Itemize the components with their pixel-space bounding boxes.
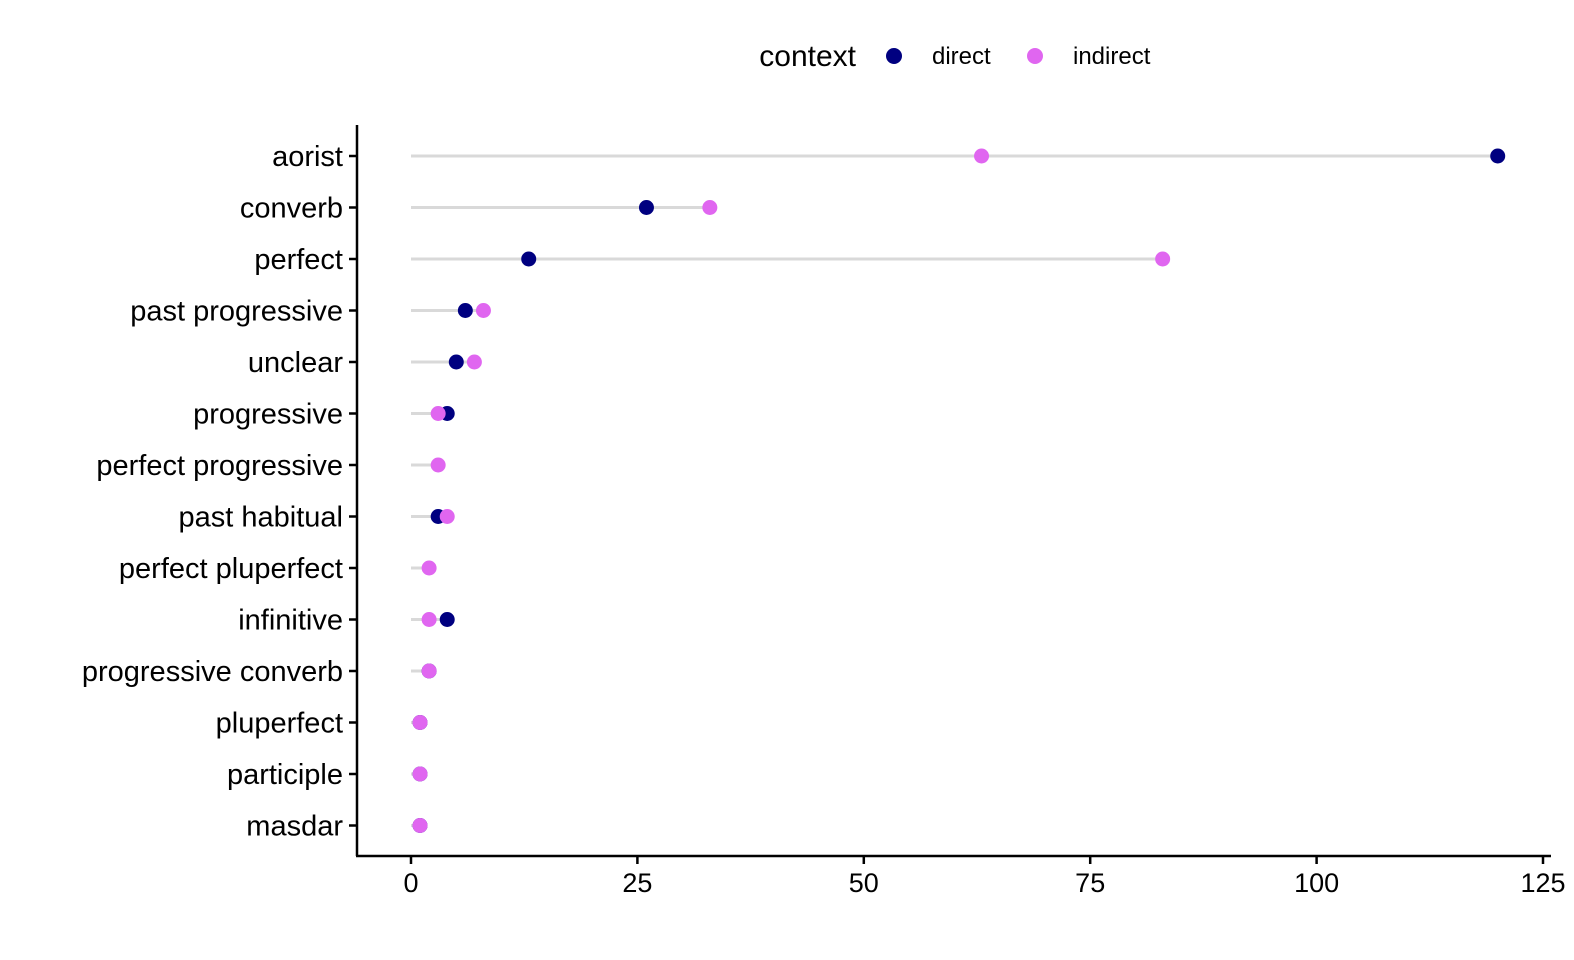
- y-tick-label: past progressive: [130, 296, 343, 328]
- point-indirect-pluperfect: [412, 715, 428, 730]
- point-indirect-perfect-pluperfect: [421, 560, 437, 576]
- y-tick-label: perfect pluperfect: [119, 553, 343, 585]
- x-tick-label: 25: [622, 868, 652, 898]
- y-tick-label: converb: [240, 193, 343, 225]
- y-tick-label: past habitual: [179, 502, 343, 534]
- x-tick-label: 125: [1520, 868, 1565, 898]
- point-indirect-infinitive: [421, 612, 437, 627]
- legend-label-indirect: indirect: [1073, 43, 1151, 70]
- y-tick-label: aorist: [272, 141, 343, 173]
- y-tick-label: infinitive: [238, 605, 343, 637]
- x-tick-label: 75: [1075, 868, 1105, 898]
- legend-swatch-indirect: [1027, 48, 1043, 64]
- point-indirect-participle: [412, 766, 428, 782]
- legend-label-direct: direct: [932, 43, 991, 70]
- y-axis-ticks: aorist converb perfect past progressive uncl…: [82, 141, 357, 843]
- point-indirect-converb: [702, 200, 718, 215]
- point-indirect-past-progressive: [475, 303, 491, 318]
- point-indirect-progressive-converb: [421, 663, 437, 679]
- segments: [411, 154, 1498, 827]
- point-direct-unclear: [448, 354, 464, 370]
- point-indirect-progressive: [430, 406, 446, 421]
- axes: [355, 125, 1551, 858]
- y-tick-label: masdar: [246, 811, 343, 843]
- point-indirect-perfect: [1155, 251, 1171, 267]
- point-direct-infinitive: [439, 612, 455, 627]
- x-axis-ticks: 0 25 50 75 100 125: [403, 856, 1566, 898]
- y-tick-label: perfect: [254, 244, 343, 276]
- x-tick-label: 0: [403, 868, 418, 898]
- y-tick-label: unclear: [248, 347, 343, 379]
- legend-swatch-direct: [886, 48, 902, 64]
- point-direct-aorist: [1490, 148, 1506, 164]
- point-direct-converb: [638, 200, 654, 215]
- y-tick-label: progressive: [193, 399, 343, 431]
- point-indirect-aorist: [974, 148, 990, 164]
- point-indirect-perfect-progressive: [430, 457, 446, 473]
- point-direct-perfect: [521, 251, 537, 267]
- point-indirect-masdar: [412, 818, 428, 833]
- legend-title: context: [759, 40, 856, 73]
- y-tick-label: pluperfect: [216, 708, 343, 740]
- x-tick-label: 50: [849, 868, 879, 898]
- point-direct-past-progressive: [457, 303, 473, 318]
- y-tick-label: progressive converb: [82, 656, 343, 688]
- legend: context direct indirect: [759, 40, 1150, 73]
- point-indirect-past-habitual: [439, 509, 455, 524]
- point-indirect-unclear: [466, 354, 482, 370]
- y-tick-label: perfect progressive: [96, 450, 343, 482]
- x-tick-label: 100: [1294, 868, 1339, 898]
- points: [412, 148, 1506, 833]
- y-tick-label: participle: [227, 759, 343, 791]
